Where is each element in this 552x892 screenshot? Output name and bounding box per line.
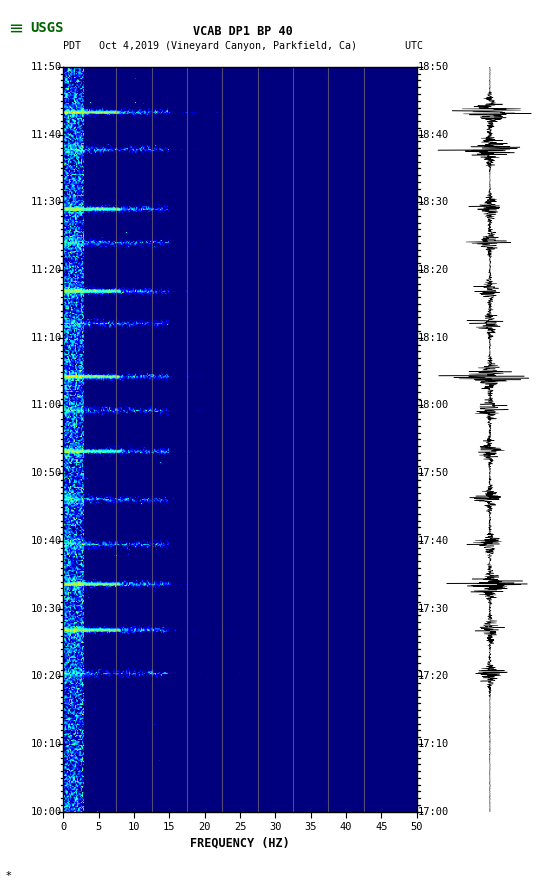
Text: 10:50: 10:50 <box>31 468 62 478</box>
Text: 11:30: 11:30 <box>31 197 62 207</box>
Text: 17:10: 17:10 <box>418 739 449 749</box>
Text: *: * <box>6 871 11 881</box>
Text: 18:00: 18:00 <box>418 401 449 410</box>
Text: 10:00: 10:00 <box>31 806 62 817</box>
Text: 10:10: 10:10 <box>31 739 62 749</box>
Text: 17:00: 17:00 <box>418 806 449 817</box>
Text: 18:20: 18:20 <box>418 265 449 275</box>
Text: 17:40: 17:40 <box>418 536 449 546</box>
Text: 11:20: 11:20 <box>31 265 62 275</box>
Text: 18:50: 18:50 <box>418 62 449 72</box>
Text: 10:30: 10:30 <box>31 604 62 614</box>
Text: 11:10: 11:10 <box>31 333 62 343</box>
Text: 10:40: 10:40 <box>31 536 62 546</box>
Text: 10:20: 10:20 <box>31 672 62 681</box>
Text: 18:10: 18:10 <box>418 333 449 343</box>
X-axis label: FREQUENCY (HZ): FREQUENCY (HZ) <box>190 837 290 849</box>
Text: PDT   Oct 4,2019 (Vineyard Canyon, Parkfield, Ca)        UTC: PDT Oct 4,2019 (Vineyard Canyon, Parkfie… <box>63 41 423 52</box>
Text: 17:30: 17:30 <box>418 604 449 614</box>
Text: 17:20: 17:20 <box>418 672 449 681</box>
Text: ≡: ≡ <box>8 20 23 37</box>
Text: 11:40: 11:40 <box>31 129 62 140</box>
Text: 18:40: 18:40 <box>418 129 449 140</box>
Text: 11:00: 11:00 <box>31 401 62 410</box>
Text: 18:30: 18:30 <box>418 197 449 207</box>
Text: USGS: USGS <box>30 21 64 35</box>
Text: 17:50: 17:50 <box>418 468 449 478</box>
Text: VCAB DP1 BP 40: VCAB DP1 BP 40 <box>193 25 293 37</box>
Text: 11:50: 11:50 <box>31 62 62 72</box>
